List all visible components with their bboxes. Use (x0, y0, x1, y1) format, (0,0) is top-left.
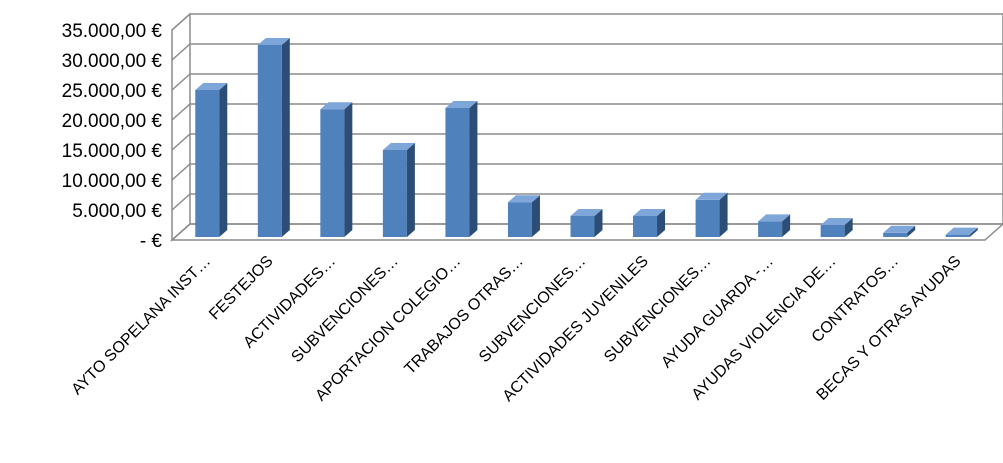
y-tick-label: 30.000,00 € (62, 51, 163, 72)
bar (257, 38, 290, 237)
bar (633, 209, 666, 237)
bar (883, 225, 916, 237)
x-tick-label: SUBVENCIONES… (476, 253, 589, 366)
y-tick-label: 20.000,00 € (62, 111, 163, 132)
x-tick-label: TRABAJOS OTRAS… (402, 253, 527, 378)
x-tick-label: SUBVENCIONES… (601, 253, 714, 366)
bar (570, 209, 603, 237)
gridline (171, 103, 1003, 121)
x-axis-ticks: AYTO SOPELANA INST…FESTEJOSACTIVIDADES…S… (69, 253, 965, 405)
bar (820, 218, 853, 237)
y-tick-label: 25.000,00 € (62, 81, 163, 102)
x-tick-label: AYUDA GUARDA -… (658, 253, 777, 372)
bar (195, 83, 228, 237)
gridline (171, 73, 1003, 91)
x-tick-label: AYTO SOPELANA INST… (69, 253, 215, 399)
chart-walls (171, 12, 1003, 242)
bar (695, 192, 728, 237)
gridline (171, 133, 1003, 151)
bars (195, 38, 978, 237)
gridline (171, 43, 1003, 61)
bar (507, 195, 540, 237)
y-axis-ticks: - € 5.000,00 € 10.000,00 € 15.000,00 € 20.00… (62, 21, 163, 252)
y-tick-label: 5.000,00 € (72, 201, 162, 222)
y-tick-label: - € (140, 231, 163, 252)
y-tick-label: 15.000,00 € (62, 141, 163, 162)
bar (758, 214, 791, 237)
bar (945, 227, 978, 237)
bar (445, 101, 478, 237)
gridline (171, 193, 1003, 211)
gridline (171, 163, 1003, 181)
left-wall (171, 12, 191, 242)
gridline (171, 13, 1003, 31)
bar (382, 143, 415, 237)
y-tick-label: 35.000,00 € (62, 21, 163, 42)
y-tick-label: 10.000,00 € (62, 171, 163, 192)
x-tick-label: SUBVENCIONES… (288, 253, 401, 366)
gridlines (171, 13, 1003, 241)
bar (320, 102, 353, 237)
